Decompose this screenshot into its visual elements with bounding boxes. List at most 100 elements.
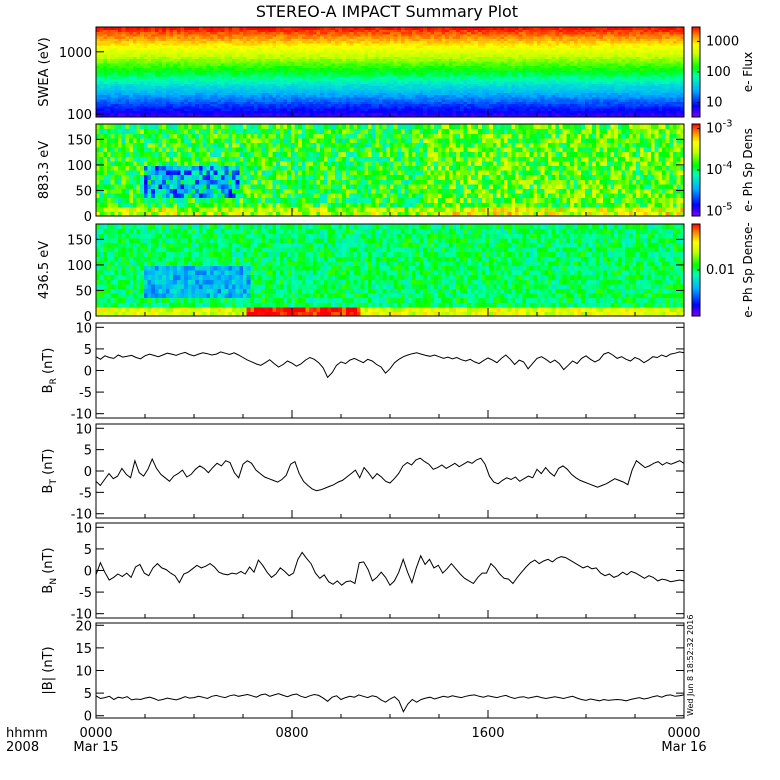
heatmap-cell [338,110,343,114]
heatmap-cell [228,58,233,62]
heatmap-cell [121,110,126,114]
heatmap-cell [279,101,285,105]
heatmap-cell [298,101,303,105]
heatmap-cell [118,81,123,84]
heatmap-cell [316,114,321,118]
heatmap-cell [298,72,303,75]
heatmap-cell [290,112,296,116]
heatmap-cell [254,112,259,116]
heatmap-cell [235,72,240,75]
heatmap-cell [132,101,138,105]
heatmap-cell [239,94,244,98]
heatmap-cell [478,33,483,37]
heatmap-cell [452,85,457,89]
heatmap-cell [345,90,351,93]
heatmap-cell [312,74,318,78]
heatmap-cell [426,45,432,48]
heatmap-cell [151,72,156,75]
heatmap-cell [481,49,487,53]
heatmap-cell [114,45,119,48]
heatmap-cell [514,58,520,62]
heatmap-cell [246,103,251,107]
heatmap-cell [485,94,490,98]
heatmap-cell [492,29,498,33]
heatmap-cell [290,114,296,118]
heatmap-cell [459,60,465,64]
heatmap-cell [125,96,130,100]
heatmap-cell [342,72,347,75]
heatmap-cell [390,65,395,69]
heatmap-cell [243,85,248,89]
heatmap-cell [342,31,347,35]
heatmap-cell [169,31,174,35]
heatmap-cell [503,94,509,98]
heatmap-cell [283,72,288,75]
heatmap-cell [279,33,285,37]
heatmap-cell [470,99,476,102]
heatmap-cell [268,105,273,109]
heatmap-cell [309,112,314,116]
heatmap-cell [474,56,479,60]
heatmap-cell [327,38,332,42]
heatmap-cell [228,110,233,114]
heatmap-cell [176,99,182,102]
heatmap-cell [323,72,329,75]
heatmap-cell [287,114,292,118]
heatmap-cell [386,40,391,44]
heatmap-cell [518,58,523,62]
heatmap-cell [518,90,523,93]
heatmap-cell [265,110,270,114]
heatmap-cell [397,94,402,98]
heatmap-cell [261,114,266,118]
heatmap-cell [514,29,520,33]
heatmap-cell [382,92,387,96]
heatmap-cell [404,78,409,82]
heatmap-cell [467,36,472,39]
heatmap-cell [423,65,428,69]
heatmap-cell [474,29,479,33]
heatmap-cell [283,96,288,100]
heatmap-cell [301,96,307,100]
heatmap-cell [114,56,119,60]
heatmap-cell [375,105,380,109]
heatmap-cell [408,31,413,35]
heatmap-cell [99,105,104,109]
heatmap-cell [154,67,160,71]
heatmap-cell [162,92,167,96]
heatmap-cell [540,99,545,102]
heatmap-cell [198,56,204,60]
heatmap-cell [320,47,325,51]
heatmap-cell [276,78,281,82]
heatmap-cell [441,85,446,89]
heatmap-cell [96,81,101,84]
heatmap-cell [485,42,490,46]
heatmap-cell [243,36,248,39]
heatmap-cell [375,87,380,91]
heatmap-cell [180,69,185,73]
heatmap-cell [312,92,318,96]
heatmap-cell [243,27,248,30]
heatmap-cell [279,94,285,98]
heatmap-cell [349,87,354,91]
heatmap-cell [209,54,215,57]
heatmap-cell [481,99,487,102]
heatmap-cell [224,54,229,57]
heatmap-cell [309,38,314,42]
heatmap-cell [180,45,185,48]
heatmap-cell [470,29,476,33]
heatmap-cell [312,103,318,107]
heatmap-cell [401,42,406,46]
heatmap-cell [492,45,498,48]
heatmap-cell [290,51,296,55]
heatmap-cell [103,47,108,51]
heatmap-cell [378,56,384,60]
heatmap-cell [430,83,435,87]
heatmap-cell [371,90,376,93]
heatmap-cell [404,47,409,51]
heatmap-cell [140,92,145,96]
heatmap-cell [467,27,472,30]
heatmap-cell [452,47,457,51]
heatmap-cell [360,42,365,46]
heatmap-cell [250,45,255,48]
heatmap-cell [257,31,262,35]
